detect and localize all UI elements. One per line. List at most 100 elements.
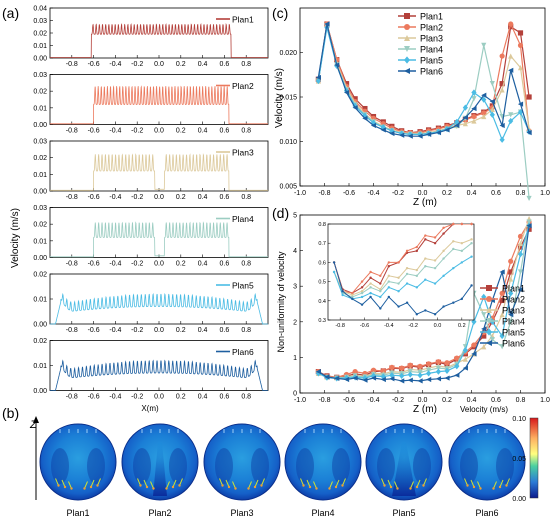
inset-data-point-Plan6	[424, 309, 427, 312]
legend-label-Plan5: Plan5	[502, 328, 525, 338]
inset-series-line-Plan5	[333, 256, 472, 300]
data-point-Plan6	[471, 105, 477, 112]
data-point-Plan5	[454, 118, 460, 126]
inset-data-point-Plan2	[379, 274, 382, 278]
data-point-Plan6	[454, 122, 460, 129]
contour-nozzle-arrow	[254, 479, 259, 488]
data-point-Plan4	[435, 365, 442, 371]
inset-data-point-Plan1	[379, 282, 382, 285]
data-point-Plan3	[481, 113, 487, 120]
inset-data-point-Plan5	[424, 278, 427, 281]
y-tick-label: 0.015	[279, 95, 297, 102]
y-tick-label: 0.02	[33, 272, 47, 279]
contour-nozzle-point	[152, 487, 155, 490]
data-point-Plan2	[508, 21, 514, 27]
y-tick-label: 0.03	[33, 18, 47, 25]
contour-nozzle-point	[221, 484, 224, 487]
x-tick-label: -0.6	[88, 61, 100, 68]
contour-nozzle-point	[308, 485, 312, 489]
inset-x-tick-label: 0.2	[458, 323, 466, 329]
data-point-Plan2	[454, 355, 460, 361]
contour-nozzle-point	[492, 487, 495, 490]
data-point-Plan2	[370, 367, 377, 373]
inset-data-point-Plan5	[470, 255, 473, 258]
inset-y-tick-label: 0.7	[318, 241, 326, 247]
subplot-Plan6: 0.00 0.01 0.02 -0.8 -0.6 -0.4 -0.2 0.0 0.2 0.4 0.6…	[33, 338, 269, 401]
contour-nozzle-arrow	[470, 479, 475, 488]
contour-nozzle-arrow	[387, 479, 392, 488]
inset-data-point-Plan4	[442, 257, 445, 260]
inset-data-point-Plan3	[424, 257, 427, 260]
x-tick-label: 0.6	[220, 394, 230, 401]
contour-nozzle-arrow	[172, 479, 177, 488]
subplot-Plan2: 0.00 0.01 0.02 0.03 -0.8 -0.6 -0.4 -0.2 0.0 0.2 0.…	[33, 72, 269, 135]
x-tick-label: -0.6	[88, 128, 100, 135]
contour-nozzle-point	[415, 485, 419, 489]
data-point-Plan1	[517, 30, 524, 36]
inset-data-point-Plan4	[405, 272, 409, 276]
data-point-Plan3	[517, 65, 524, 71]
data-point-Plan6	[324, 374, 330, 380]
inset-data-point-Plan2	[460, 222, 464, 226]
inset-data-point-Plan3	[351, 293, 354, 297]
contour-nozzle-arrow	[394, 481, 398, 489]
data-point-Plan2	[399, 365, 405, 371]
contour-nozzle-arrow	[329, 481, 333, 489]
x-tick-label: -0.6	[343, 397, 355, 404]
panel-label-c: (c)	[272, 5, 288, 21]
x-tick-label: 0.4	[467, 190, 477, 197]
legend-label-Plan3: Plan3	[502, 306, 525, 316]
x-tick-label: 0.2	[176, 128, 186, 135]
x-tick-label: 0.8	[516, 397, 526, 404]
data-point-Plan3	[517, 240, 524, 247]
x-tick-label: 0.0	[154, 61, 164, 68]
legend-label-Plan2: Plan2	[232, 81, 254, 91]
legend-marker-Plan2	[486, 296, 492, 302]
inset-data-point-Plan2	[360, 280, 364, 283]
inset-data-point-Plan6	[470, 284, 473, 287]
panel-a-x-axis-label: X(m)	[141, 404, 159, 413]
data-point-Plan4	[517, 269, 524, 275]
x-tick-label: -0.8	[318, 397, 330, 404]
contour-nozzle-arrow	[225, 479, 230, 488]
contour-nozzle-arrow	[68, 481, 72, 489]
data-point-Plan6	[426, 131, 432, 137]
colorbar-tick-label: 0.05	[512, 456, 526, 463]
contour-low-velocity-lobe	[169, 448, 187, 484]
contour-label-Plan5: Plan5	[392, 508, 415, 518]
data-point-Plan6	[352, 105, 358, 111]
data-point-Plan2	[435, 359, 442, 365]
x-tick-label: -0.2	[131, 261, 143, 268]
x-tick-label: -0.2	[131, 128, 143, 135]
x-tick-label: -0.8	[66, 61, 78, 68]
data-point-Plan6	[380, 376, 386, 383]
inset-data-point-Plan4	[424, 265, 427, 268]
legend-marker-Plan3	[486, 307, 492, 313]
x-tick-label: 0.6	[220, 261, 230, 268]
x-tick-label: 0.8	[516, 190, 526, 197]
inset-chart: -0.8 -0.6 -0.4 -0.2 0.0 0.2 0.3 0.4 0.5 0.6 0.7 0.8	[318, 222, 475, 329]
y-tick-label: 0.03	[33, 205, 47, 212]
inset-series-line-Plan3	[333, 238, 472, 296]
inset-data-point-Plan4	[433, 266, 437, 270]
contour-Plan3: Plan3	[203, 423, 281, 518]
inset-data-point-Plan6	[452, 301, 455, 304]
x-tick-label: -0.6	[343, 190, 355, 197]
contour-nozzle-point	[422, 484, 425, 487]
panel-a-stacked-velocity-profiles: 0.000.010.020.030.04-0.8 -0.6 -0.4 -0.2 0.0 0…	[33, 6, 269, 401]
x-tick-label: -0.2	[131, 327, 143, 334]
data-point-Plan5	[380, 124, 386, 131]
data-point-Plan1	[517, 244, 524, 250]
contour-disc	[39, 423, 117, 501]
x-tick-label: 0.0	[154, 394, 164, 401]
inset-data-point-Plan6	[405, 301, 409, 304]
inset-data-point-Plan5	[433, 282, 437, 285]
contour-nozzle-point	[479, 487, 482, 490]
inset-data-point-Plan6	[369, 295, 372, 299]
contour-low-velocity-lobe	[377, 448, 395, 484]
y-tick-label: 0.01	[33, 43, 47, 50]
inset-data-point-Plan1	[369, 276, 372, 279]
x-tick-label: -0.4	[109, 261, 121, 268]
data-point-Plan5	[508, 290, 514, 297]
